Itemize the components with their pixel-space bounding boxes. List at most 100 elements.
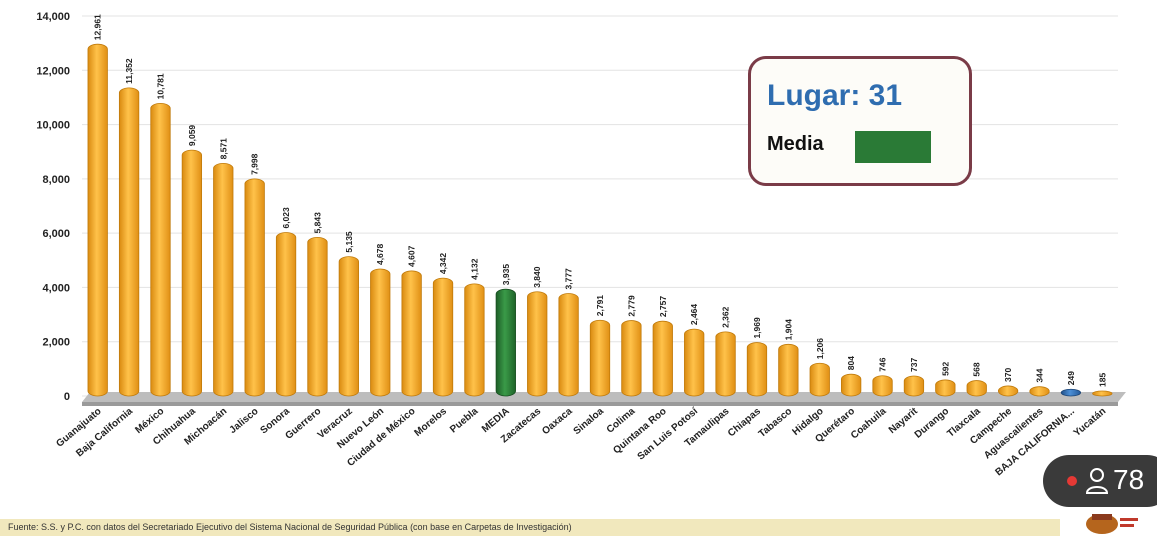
bar <box>150 102 171 397</box>
y-tick-label: 4,000 <box>42 282 70 294</box>
bar <box>715 331 736 397</box>
value-label: 7,998 <box>250 153 260 175</box>
value-label: 4,132 <box>469 258 479 280</box>
chart-floor-edge <box>82 402 1118 406</box>
category-label: Baja California <box>74 406 135 460</box>
value-label: 2,757 <box>658 296 668 318</box>
value-label: 746 <box>878 357 888 371</box>
value-label: 6,023 <box>281 207 291 229</box>
y-tick-label: 6,000 <box>42 228 70 240</box>
bar <box>338 256 359 397</box>
legend-title: Lugar: 31 <box>767 79 903 112</box>
bar <box>244 178 265 397</box>
legend-label: Media <box>767 133 824 155</box>
y-tick-label: 2,000 <box>42 337 70 349</box>
value-label: 2,464 <box>689 304 699 326</box>
bar <box>935 379 956 397</box>
value-label: 3,935 <box>501 264 511 286</box>
bar <box>495 288 516 397</box>
bar <box>275 232 297 397</box>
bar <box>746 342 768 397</box>
value-label: 4,607 <box>407 245 417 267</box>
bar <box>966 380 987 397</box>
viewer-count: 78 <box>1113 464 1145 495</box>
value-label: 592 <box>940 361 950 375</box>
value-labels: 12,961 11,352 10,781 9,059 8,571 7,998 6,023 5,… <box>93 14 1108 387</box>
value-label: 1,969 <box>752 317 762 339</box>
bar <box>87 43 108 397</box>
logo-icon <box>1086 514 1138 534</box>
bar <box>621 320 642 397</box>
category-label: Yucatán <box>1072 406 1108 439</box>
value-label: 249 <box>1066 371 1076 385</box>
y-tick-label: 12,000 <box>36 65 70 77</box>
category-label: Guerrero <box>284 406 324 442</box>
bar <box>652 320 673 397</box>
value-label: 12,961 <box>93 14 103 40</box>
value-label: 1,904 <box>783 319 793 341</box>
category-label: Puebla <box>448 406 481 436</box>
category-label: Chiapas <box>726 406 763 440</box>
value-label: 344 <box>1035 368 1045 382</box>
value-label: 737 <box>909 358 919 372</box>
value-label: 185 <box>1097 373 1107 387</box>
live-indicator-dot <box>1067 476 1077 486</box>
bar <box>464 283 485 397</box>
bar <box>903 375 925 397</box>
y-tick-label: 0 <box>64 391 70 403</box>
bar <box>684 328 705 397</box>
source-footer: Fuente: S.S. y P.C. con datos del Secret… <box>0 519 1060 536</box>
bar <box>118 87 140 397</box>
value-label: 11,352 <box>124 58 134 84</box>
category-label: Jalisco <box>228 406 261 436</box>
y-tick-label: 8,000 <box>42 174 70 186</box>
value-label: 9,059 <box>187 125 197 147</box>
category-label: Oaxaca <box>540 406 575 438</box>
bar <box>589 319 611 397</box>
value-label: 2,779 <box>626 295 636 317</box>
value-label: 804 <box>846 356 856 370</box>
bar <box>432 277 454 397</box>
category-label: Tabasco <box>757 406 795 440</box>
bar <box>841 373 862 397</box>
legend-swatch <box>855 131 931 163</box>
bar <box>370 268 391 397</box>
user-icon <box>1085 468 1109 494</box>
bar <box>527 291 548 397</box>
legend-box: Lugar: 31 Media <box>748 56 972 186</box>
bar <box>809 362 830 397</box>
value-label: 10,781 <box>155 73 165 99</box>
bar <box>997 385 1019 397</box>
value-label: 4,342 <box>438 253 448 275</box>
bar <box>401 270 422 397</box>
bar <box>213 162 234 397</box>
value-label: 2,791 <box>595 295 605 317</box>
viewer-count-pill[interactable]: 78 <box>1043 455 1157 507</box>
category-label: Morelos <box>413 406 450 439</box>
bar <box>1029 386 1050 397</box>
y-tick-label: 10,000 <box>36 120 70 132</box>
value-label: 8,571 <box>218 138 228 160</box>
bar <box>1092 390 1113 397</box>
bar <box>181 149 203 397</box>
value-label: 5,135 <box>344 231 354 253</box>
value-label: 370 <box>1003 368 1013 382</box>
value-label: 4,678 <box>375 243 385 265</box>
y-axis-ticks: 0 2,000 4,000 6,000 8,000 10,000 12,000 14,000 <box>36 11 70 403</box>
bar <box>558 293 579 397</box>
value-label: 5,843 <box>312 212 322 234</box>
bar <box>778 343 799 397</box>
bars <box>87 43 1113 397</box>
bar <box>872 375 893 397</box>
category-label: Coahuila <box>849 406 889 442</box>
y-tick-label: 14,000 <box>36 11 70 23</box>
value-label: 2,362 <box>721 306 731 328</box>
value-label: 1,206 <box>815 338 825 360</box>
category-label: Durango <box>913 406 952 441</box>
value-label: 3,777 <box>564 268 574 290</box>
value-label: 568 <box>972 362 982 376</box>
value-label: 3,840 <box>532 266 542 288</box>
category-label: Sinaloa <box>572 406 607 438</box>
